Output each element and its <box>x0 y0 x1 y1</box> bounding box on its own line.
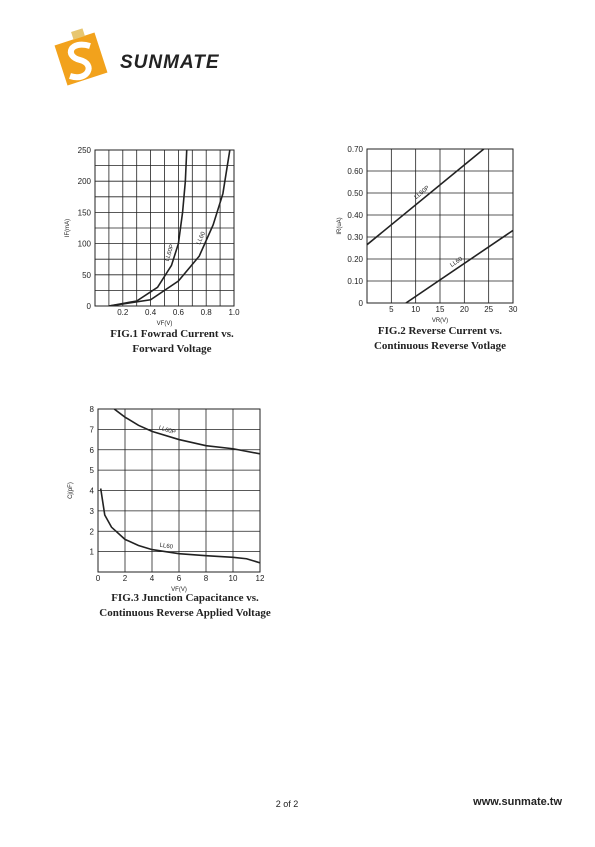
figure-title: Continuous Reverse Applied Voltage <box>99 607 271 619</box>
y-tick-label: 0 <box>87 302 92 311</box>
y-tick-label: 3 <box>90 507 95 516</box>
figure-title: FIG.3 Junction Capacitance vs. <box>111 592 259 604</box>
figure-title: Continuous Reverse Votlage <box>374 340 506 352</box>
x-tick-label: 10 <box>411 305 420 314</box>
curve <box>367 149 485 246</box>
x-tick-label: 2 <box>123 574 128 583</box>
y-tick-label: 50 <box>82 271 91 280</box>
curve-label: LL60 <box>196 231 207 246</box>
x-axis-label: VF(V) <box>171 587 187 593</box>
curve-label: LL60P <box>165 244 176 262</box>
y-tick-label: 250 <box>78 146 92 155</box>
x-tick-label: 12 <box>256 574 265 583</box>
curve <box>108 150 188 306</box>
y-tick-label: 6 <box>90 446 95 455</box>
x-tick-label: 0.6 <box>173 308 185 317</box>
y-tick-label: 0.60 <box>347 167 363 176</box>
y-tick-label: 0.40 <box>347 211 363 220</box>
curve <box>113 409 260 455</box>
y-tick-label: 150 <box>78 208 92 217</box>
y-tick-label: 0.20 <box>347 255 363 264</box>
curve <box>99 488 260 564</box>
figure-title: Forward Voltage <box>132 343 211 355</box>
y-tick-label: 100 <box>78 240 92 249</box>
x-tick-label: 30 <box>509 305 518 314</box>
curve <box>405 229 513 303</box>
website: www.sunmate.tw <box>472 796 562 808</box>
x-tick-label: 0.4 <box>145 308 157 317</box>
y-axis-label: IF(mA) <box>65 219 71 237</box>
figure-title: FIG.2 Reverse Current vs. <box>378 325 502 337</box>
x-tick-label: 0.8 <box>201 308 213 317</box>
logo-text: SUNMATE <box>120 52 220 73</box>
curve-label: LL60P <box>158 425 176 436</box>
x-tick-label: 15 <box>436 305 445 314</box>
x-tick-label: 0 <box>96 574 101 583</box>
y-tick-label: 0.50 <box>347 189 363 198</box>
x-tick-label: 25 <box>484 305 493 314</box>
y-tick-label: 200 <box>78 177 92 186</box>
curve-label: LL60 <box>449 256 464 269</box>
y-axis-label: IR(uA) <box>337 217 343 234</box>
x-tick-label: 8 <box>204 574 209 583</box>
y-axis-label: Cj(pF) <box>68 482 74 499</box>
y-tick-label: 7 <box>90 425 95 434</box>
y-tick-label: 8 <box>90 405 95 414</box>
x-tick-label: 6 <box>177 574 182 583</box>
x-tick-label: 0.2 <box>117 308 129 317</box>
x-tick-label: 4 <box>150 574 155 583</box>
y-tick-label: 4 <box>90 487 95 496</box>
page-number: 2 of 2 <box>276 799 299 809</box>
x-tick-label: 10 <box>229 574 238 583</box>
x-tick-label: 1.0 <box>228 308 240 317</box>
y-tick-label: 0.70 <box>347 145 363 154</box>
curve-label: LL60 <box>159 543 174 551</box>
y-tick-label: 1 <box>90 548 95 557</box>
y-tick-label: 0.30 <box>347 233 363 242</box>
x-axis-label: VR(V) <box>432 318 448 324</box>
y-tick-label: 0.10 <box>347 277 363 286</box>
x-tick-label: 20 <box>460 305 469 314</box>
y-tick-label: 2 <box>90 527 95 536</box>
x-axis-label: VF(V) <box>157 321 173 327</box>
logo: SUNMATE <box>54 28 220 86</box>
y-tick-label: 0 <box>359 299 364 308</box>
curve <box>108 150 231 306</box>
y-tick-label: 5 <box>90 466 95 475</box>
x-tick-label: 5 <box>389 305 394 314</box>
figure-title: FIG.1 Fowrad Current vs. <box>110 328 234 340</box>
